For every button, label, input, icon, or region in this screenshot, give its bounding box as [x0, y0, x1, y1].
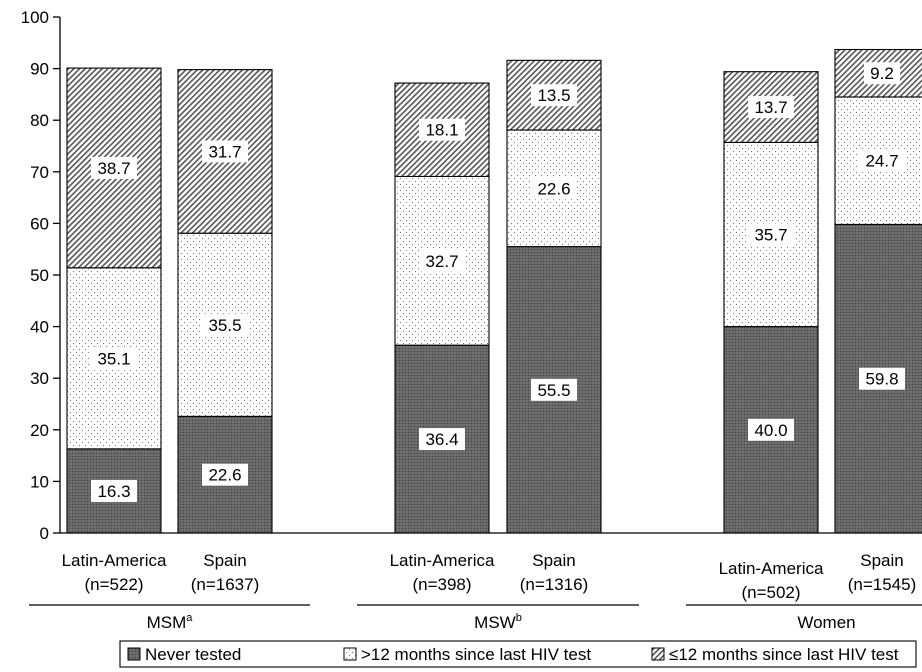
category-label: Latin-America	[390, 551, 495, 570]
bars: 16.3 35.1 38.7 22.6 35.5 31.7 36.4 32.7 18.1 55.5…	[66, 48, 922, 534]
data-label-box	[748, 223, 794, 246]
category-n-label: (n=1316)	[520, 575, 589, 594]
data-label: 35.5	[208, 316, 241, 335]
legend-swatch	[651, 647, 665, 661]
group-label: Women	[797, 613, 855, 632]
category-n-label: (n=502)	[741, 583, 800, 602]
data-label: 22.6	[208, 466, 241, 485]
data-label: 22.6	[537, 179, 570, 198]
data-label-box	[531, 84, 577, 107]
legend-swatch	[343, 647, 357, 661]
bar-segment	[506, 246, 602, 534]
y-tick-label: 80	[30, 111, 49, 130]
legend-entry: Never tested	[145, 645, 241, 664]
group-label-superscript: a	[186, 612, 193, 624]
legend-swatch	[127, 647, 141, 661]
data-label: 38.7	[97, 159, 130, 178]
data-label: 35.7	[754, 225, 787, 244]
category-n-label: (n=1545)	[848, 575, 917, 594]
y-tick-label: 90	[30, 60, 49, 79]
data-label-box	[419, 428, 465, 451]
data-label: 40.0	[754, 421, 787, 440]
y-tick-label: 70	[30, 163, 49, 182]
y-tick-label: 100	[21, 8, 49, 27]
group-label-superscript: b	[516, 612, 522, 624]
data-label-box	[864, 62, 900, 85]
category-label: Spain	[203, 551, 246, 570]
data-label-box	[91, 156, 137, 179]
category-label: Latin-America	[719, 559, 824, 578]
data-label: 9.2	[870, 64, 894, 83]
data-label-box	[419, 118, 465, 141]
data-label: 32.7	[425, 252, 458, 271]
category-labels: Latin-America (n=522) Spain (n=1637) MSMa Lat…	[29, 551, 922, 632]
y-tick-label: 20	[30, 421, 49, 440]
y-tick-label: 0	[40, 524, 49, 543]
data-label-box	[202, 463, 248, 486]
data-label-box	[859, 149, 905, 172]
data-label-box	[91, 347, 137, 370]
data-label: 24.7	[865, 152, 898, 171]
group-label: MSWb	[474, 612, 522, 632]
data-label: 13.5	[537, 86, 570, 105]
legend-entry: ≤12 months since last HIV test	[669, 645, 899, 664]
y-tick-label: 30	[30, 369, 49, 388]
y-tick-label: 50	[30, 266, 49, 285]
legend: Never tested >12 months since last HIV te…	[119, 640, 917, 668]
data-label: 31.7	[208, 142, 241, 161]
data-label: 59.8	[865, 370, 898, 389]
legend-entry: >12 months since last HIV test	[361, 645, 591, 664]
data-label-box	[531, 177, 577, 200]
data-label-box	[202, 140, 248, 163]
category-label: Spain	[860, 551, 903, 570]
y-tick-label: 60	[30, 214, 49, 233]
data-label: 55.5	[537, 381, 570, 400]
data-label-box	[202, 313, 248, 336]
y-tick-label: 40	[30, 318, 49, 337]
category-label: Spain	[532, 551, 575, 570]
data-label-box	[531, 378, 577, 401]
data-label-box	[91, 479, 137, 502]
data-label: 13.7	[754, 98, 787, 117]
data-label: 35.1	[97, 349, 130, 368]
data-label: 18.1	[425, 121, 458, 140]
data-label-box	[859, 367, 905, 390]
bar-segment	[394, 344, 490, 534]
category-n-label: (n=522)	[84, 575, 143, 594]
data-label-box	[748, 418, 794, 441]
data-label: 36.4	[425, 430, 458, 449]
group-label: MSMa	[147, 612, 194, 632]
data-label: 16.3	[97, 482, 130, 501]
category-n-label: (n=1637)	[191, 575, 260, 594]
y-tick-label: 10	[30, 472, 49, 491]
category-label: Latin-America	[62, 551, 167, 570]
data-label-box	[419, 249, 465, 272]
category-n-label: (n=398)	[412, 575, 471, 594]
legend-box	[119, 640, 917, 668]
data-label-box	[748, 96, 794, 119]
